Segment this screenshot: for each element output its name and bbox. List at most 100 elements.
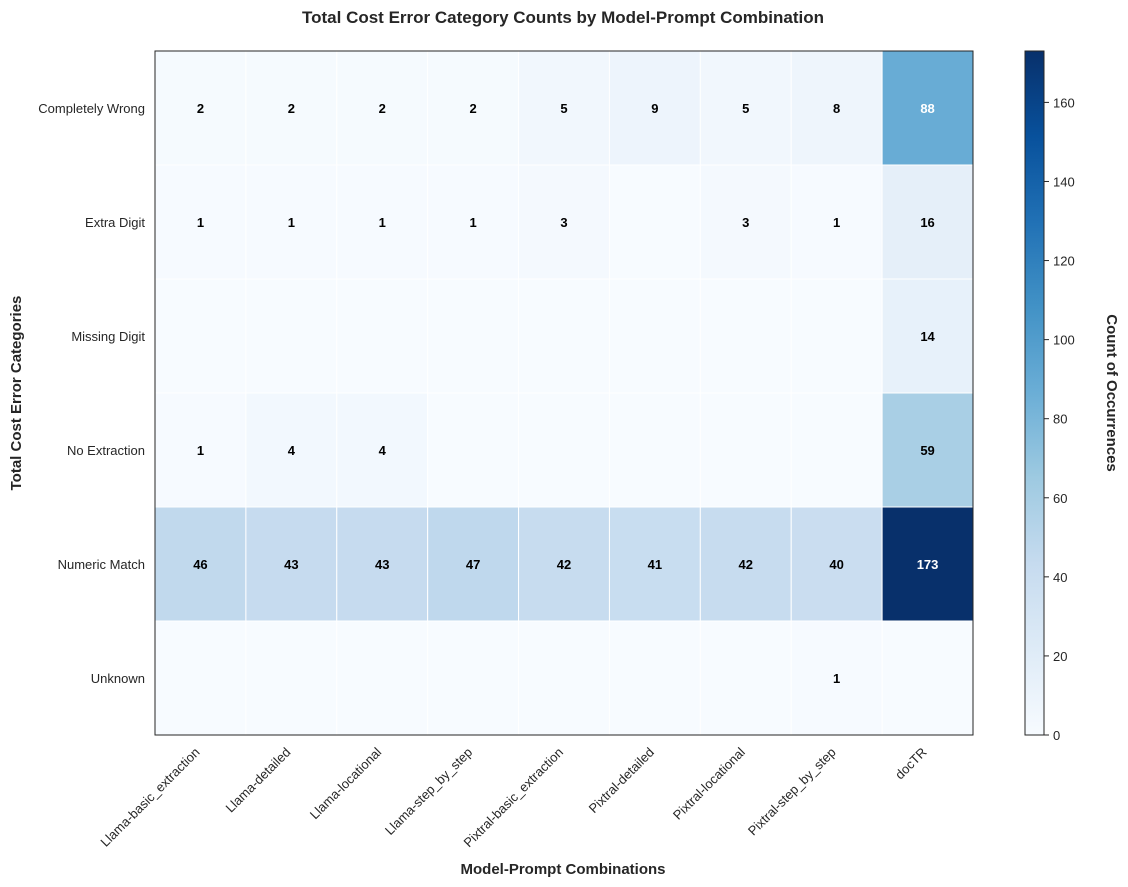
heatmap-cell — [245, 620, 338, 736]
heatmap-cell — [608, 50, 701, 166]
cell-value-label: 4 — [288, 443, 296, 458]
heatmap-cell — [518, 164, 610, 280]
heatmap-cell — [154, 506, 247, 622]
heatmap-cell — [245, 50, 338, 166]
heatmap-cell — [608, 164, 701, 280]
cell-value-label: 1 — [379, 215, 386, 230]
x-tick-label: Pixtral-detailed — [586, 745, 657, 816]
cell-value-label: 1 — [197, 215, 204, 230]
heatmap-cell — [427, 50, 520, 166]
chart-title: Total Cost Error Category Counts by Mode… — [302, 8, 824, 27]
cell-value-label: 5 — [742, 101, 749, 116]
colorbar-title: Count of Occurrences — [1103, 314, 1120, 472]
cell-value-label: 4 — [379, 443, 387, 458]
heatmap-cell — [790, 164, 883, 280]
colorbar — [1024, 50, 1045, 736]
cell-value-label: 42 — [557, 557, 571, 572]
colorbar-tick-label: 160 — [1053, 95, 1075, 110]
heatmap-cell — [427, 392, 520, 508]
heatmap-cell — [699, 620, 792, 736]
cell-value-label: 2 — [197, 101, 204, 116]
heatmap-cell — [608, 392, 701, 508]
heatmap-cell — [881, 506, 974, 622]
cell-value-label: 1 — [197, 443, 204, 458]
cell-value-label: 1 — [833, 215, 840, 230]
heatmap-cell — [518, 620, 610, 736]
cell-value-label: 42 — [739, 557, 753, 572]
cell-value-label: 2 — [288, 101, 295, 116]
y-tick-label: Unknown — [91, 671, 145, 686]
heatmap-cell — [790, 392, 883, 508]
cell-value-label: 41 — [648, 557, 662, 572]
cell-value-label: 40 — [829, 557, 843, 572]
y-tick-label: Completely Wrong — [38, 101, 145, 116]
colorbar-tick-label: 40 — [1053, 570, 1067, 585]
heatmap-cell — [608, 278, 701, 394]
heatmap-cell — [154, 164, 247, 280]
colorbar-tick-label: 20 — [1053, 649, 1067, 664]
heatmap-cell — [336, 164, 429, 280]
x-tick-label: Llama-step_by_step — [382, 745, 475, 838]
cell-value-label: 43 — [375, 557, 389, 572]
heatmap-cell — [336, 278, 429, 394]
heatmap-cell — [881, 620, 974, 736]
heatmap-cell — [427, 278, 520, 394]
cell-value-label: 59 — [920, 443, 934, 458]
heatmap-cell — [881, 392, 974, 508]
heatmap-cell — [608, 620, 701, 736]
colorbar-tick-label: 100 — [1053, 333, 1075, 348]
cell-value-label: 3 — [560, 215, 567, 230]
heatmap-cell — [336, 620, 429, 736]
heatmap-cell — [427, 164, 520, 280]
cell-value-label: 2 — [469, 101, 476, 116]
x-tick-label: Pixtral-locational — [670, 744, 748, 822]
heatmap-cell — [518, 506, 610, 622]
y-tick-label: Numeric Match — [58, 557, 145, 572]
x-tick-labels: Llama-basic_extraction Llama-detailed Llam… — [97, 744, 929, 850]
heatmap-cell — [881, 164, 974, 280]
colorbar-tick-label: 140 — [1053, 174, 1075, 189]
heatmap-cell — [699, 278, 792, 394]
heatmap-cells — [154, 50, 974, 736]
y-tick-labels: Completely Wrong Extra Digit Missing Digit… — [38, 101, 145, 686]
x-tick-label: Llama-locational — [307, 744, 385, 822]
cell-value-label: 43 — [284, 557, 298, 572]
cell-value-label: 14 — [920, 329, 935, 344]
cell-value-label: 173 — [917, 557, 939, 572]
heatmap-cell — [699, 392, 792, 508]
heatmap-cell — [699, 164, 792, 280]
cell-value-label: 9 — [651, 101, 658, 116]
cell-value-label: 16 — [920, 215, 934, 230]
colorbar-tick-label: 60 — [1053, 491, 1067, 506]
heatmap-cell — [881, 278, 974, 394]
cell-value-label: 5 — [560, 101, 567, 116]
x-tick-label: Llama-basic_extraction — [97, 745, 202, 850]
heatmap-cell — [154, 278, 247, 394]
heatmap-cell — [154, 620, 247, 736]
heatmap-cell — [336, 392, 429, 508]
heatmap-cell — [245, 278, 338, 394]
y-tick-label: No Extraction — [67, 443, 145, 458]
plot-frame — [154, 50, 974, 736]
cell-value-label: 3 — [742, 215, 749, 230]
heatmap-cell — [154, 50, 247, 166]
colorbar-tick-label: 80 — [1053, 412, 1067, 427]
colorbar-tick-label: 120 — [1053, 254, 1075, 269]
cell-value-label: 2 — [379, 101, 386, 116]
colorbar-ticks: 0 20 40 60 80 100 120 140 160 — [1044, 95, 1075, 743]
x-tick-label: Llama-detailed — [223, 745, 294, 816]
colorbar-tick-label: 0 — [1053, 728, 1060, 743]
heatmap-cell — [154, 392, 247, 508]
x-tick-label: Pixtral-step_by_step — [745, 745, 839, 839]
heatmap-cell — [608, 506, 701, 622]
heatmap-cell — [790, 50, 883, 166]
heatmap-cell — [336, 506, 429, 622]
heatmap-cell — [699, 506, 792, 622]
cell-value-label: 8 — [833, 101, 840, 116]
y-axis-title: Total Cost Error Categories — [8, 296, 25, 491]
heatmap-cell — [790, 278, 883, 394]
y-tick-label: Extra Digit — [85, 215, 145, 230]
cell-value-label: 1 — [833, 671, 840, 686]
heatmap-cell — [245, 392, 338, 508]
cell-value-label: 1 — [288, 215, 295, 230]
